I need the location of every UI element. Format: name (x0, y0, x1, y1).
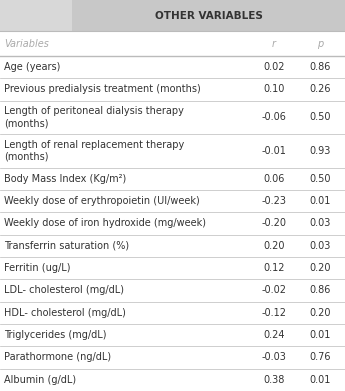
Text: -0.12: -0.12 (262, 308, 286, 318)
Text: OTHER VARIABLES: OTHER VARIABLES (155, 11, 263, 21)
Text: Variables: Variables (4, 39, 49, 48)
Text: 0.12: 0.12 (263, 263, 285, 273)
Text: Length of renal replacement therapy
(months): Length of renal replacement therapy (mon… (4, 140, 184, 161)
Text: 0.26: 0.26 (309, 84, 331, 94)
Text: Parathormone (ng/dL): Parathormone (ng/dL) (4, 352, 111, 362)
Text: 0.01: 0.01 (309, 375, 331, 385)
Text: 0.20: 0.20 (309, 263, 331, 273)
Text: r: r (272, 39, 276, 48)
Text: Body Mass Index (Kg/m²): Body Mass Index (Kg/m²) (4, 174, 126, 184)
Text: 0.01: 0.01 (309, 196, 331, 206)
Text: Albumin (g/dL): Albumin (g/dL) (4, 375, 76, 385)
Text: Transferrin saturation (%): Transferrin saturation (%) (4, 241, 129, 251)
Text: -0.03: -0.03 (262, 352, 286, 362)
Text: -0.02: -0.02 (262, 285, 286, 296)
Bar (0, 0, 72, 31)
Text: -0.23: -0.23 (262, 196, 286, 206)
Text: p: p (317, 39, 323, 48)
Bar (72, 0, 345, 31)
Text: -0.20: -0.20 (262, 219, 286, 228)
Text: 0.86: 0.86 (309, 285, 331, 296)
Text: 0.38: 0.38 (263, 375, 285, 385)
Text: 0.20: 0.20 (309, 308, 331, 318)
Text: LDL- cholesterol (mg/dL): LDL- cholesterol (mg/dL) (4, 285, 124, 296)
Text: Previous predialysis treatment (months): Previous predialysis treatment (months) (4, 84, 201, 94)
Text: -0.01: -0.01 (262, 146, 286, 156)
Text: 0.06: 0.06 (263, 174, 285, 184)
Text: 0.76: 0.76 (309, 352, 331, 362)
Text: Weekly dose of iron hydroxide (mg/week): Weekly dose of iron hydroxide (mg/week) (4, 219, 206, 228)
Text: Age (years): Age (years) (4, 62, 60, 72)
Text: 0.02: 0.02 (263, 62, 285, 72)
Text: -0.06: -0.06 (262, 112, 286, 122)
Text: Length of peritoneal dialysis therapy
(months): Length of peritoneal dialysis therapy (m… (4, 106, 184, 128)
Text: 0.10: 0.10 (263, 84, 285, 94)
Text: Ferritin (ug/L): Ferritin (ug/L) (4, 263, 70, 273)
Text: 0.50: 0.50 (309, 112, 331, 122)
Text: 0.01: 0.01 (309, 330, 331, 340)
Text: 0.03: 0.03 (309, 219, 331, 228)
Text: 0.93: 0.93 (309, 146, 331, 156)
Text: Triglycerides (mg/dL): Triglycerides (mg/dL) (4, 330, 107, 340)
Text: Weekly dose of erythropoietin (UI/week): Weekly dose of erythropoietin (UI/week) (4, 196, 200, 206)
Text: 0.20: 0.20 (263, 241, 285, 251)
Text: 0.50: 0.50 (309, 174, 331, 184)
Text: 0.24: 0.24 (263, 330, 285, 340)
Text: HDL- cholesterol (mg/dL): HDL- cholesterol (mg/dL) (4, 308, 126, 318)
Text: 0.03: 0.03 (309, 241, 331, 251)
Text: 0.86: 0.86 (309, 62, 331, 72)
